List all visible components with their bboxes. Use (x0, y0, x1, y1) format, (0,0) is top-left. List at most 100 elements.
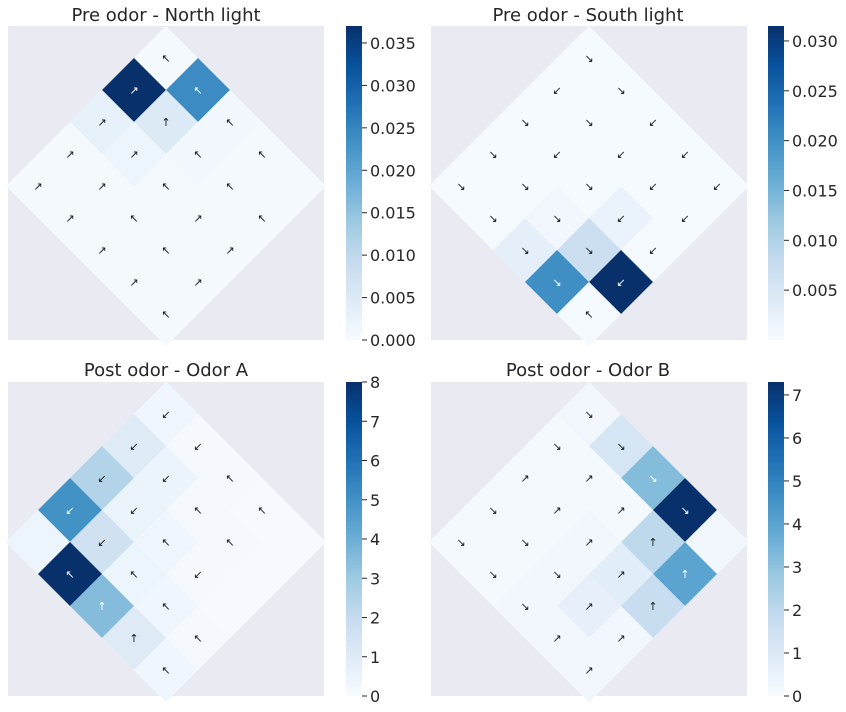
heatmap-cell (134, 638, 198, 702)
colorbar-tick-label: 6 (370, 452, 380, 471)
cell-arrow: ↙ (552, 148, 561, 161)
cell-arrow: ↘ (616, 440, 625, 453)
cell-arrow: ↗ (616, 504, 625, 517)
colorbar-tick-label: 0.010 (792, 231, 838, 250)
cell-arrow: ↖ (65, 568, 74, 581)
heatmap-panel-2: Pre odor - South light ↘ ↙ ↘ ↘ ↘ ↙ ↘ ↙ ↙ ↙ ↘ ↘ ↘ ↙ ↙ ↘ ↘ ↙… (429, 5, 838, 346)
cell-arrow: ↙ (648, 244, 657, 257)
colorbar-tick-label: 1 (792, 644, 802, 663)
colorbar-tick-label: 0.035 (370, 34, 416, 53)
chart-title: Pre odor - South light (492, 5, 683, 26)
colorbar-tick-label: 5 (792, 472, 802, 491)
cell-arrow: ↗ (584, 664, 593, 677)
cell-arrow: ↑ (129, 632, 138, 645)
cell-arrow: ↖ (161, 536, 170, 549)
cell-arrow: ↙ (616, 276, 625, 289)
cell-arrow: ↘ (488, 148, 497, 161)
colorbar-tick-label: 7 (370, 412, 380, 431)
heatmap-panel-4: Post odor - Odor B ↘ ↘ ↘ ↗ ↗ ↘ ↘ ↗ ↗ ↘ ↘ ↘ ↗ ↑ ↘ ↘ ↗ ↑ ↘ ↗ ↑ ↗… (429, 360, 802, 706)
cell-arrow: ↙ (712, 180, 721, 193)
cell-arrow: ↗ (584, 536, 593, 549)
colorbar-tick-label: 1 (370, 648, 380, 667)
cell-arrow: ↙ (97, 536, 106, 549)
colorbar-tick-label: 0.020 (370, 161, 416, 180)
cell-arrow: ↗ (193, 276, 202, 289)
cell-arrow: ↘ (456, 536, 465, 549)
cell-arrow: ↑ (680, 568, 689, 581)
colorbar-tick-label: 0.030 (370, 76, 416, 95)
cell-arrow: ↘ (488, 504, 497, 517)
colorbar (768, 26, 784, 340)
cell-arrow: ↘ (552, 568, 561, 581)
chart-title: Pre odor - North light (71, 5, 260, 26)
cell-arrow: ↘ (456, 180, 465, 193)
cell-arrow: ↖ (584, 308, 593, 321)
cell-arrow: ↙ (616, 212, 625, 225)
colorbar-tick-label: 0.030 (792, 32, 838, 51)
chart-title: Post odor - Odor A (84, 360, 249, 381)
cell-arrow: ↗ (552, 632, 561, 645)
cell-arrow: ↗ (552, 504, 561, 517)
colorbar-tick-label: 3 (370, 569, 380, 588)
cell-arrow: ↖ (225, 180, 234, 193)
colorbar-tick-label: 0.015 (792, 181, 838, 200)
cell-arrow: ↘ (680, 504, 689, 517)
cell-arrow: ↗ (616, 568, 625, 581)
cell-arrow: ↖ (161, 600, 170, 613)
cell-arrow: ↘ (552, 276, 561, 289)
cell-arrow: ↗ (129, 276, 138, 289)
cell-arrow: ↘ (520, 244, 529, 257)
cell-arrow: ↙ (129, 440, 138, 453)
cell-arrow: ↗ (65, 212, 74, 225)
cell-arrow: ↑ (648, 600, 657, 613)
cell-arrow: ↑ (97, 600, 106, 613)
colorbar-tick-label: 3 (792, 558, 802, 577)
cell-arrow: ↖ (129, 568, 138, 581)
cell-arrow: ↖ (193, 84, 202, 97)
colorbar-tick-label: 0 (792, 687, 802, 706)
cell-arrow: ↖ (257, 148, 266, 161)
cell-arrow: ↗ (129, 84, 138, 97)
colorbar-tick-label: 7 (792, 386, 802, 405)
cell-arrow: ↗ (225, 244, 234, 257)
cell-arrow: ↗ (584, 600, 593, 613)
colorbar-tick-label: 5 (370, 491, 380, 510)
cell-arrow: ↗ (65, 148, 74, 161)
cell-arrow: ↘ (520, 536, 529, 549)
heatmap-panel-3: Post odor - Odor A ↙ ↙ ↙ ↙ ↙ ↖ ↙ ↙ ↖ ↖ ↙ ↖ ↖ ↖ ↖ ↙ ↑ ↖ ↑ ↖ ↖ 0… (6, 360, 380, 706)
cell-arrow: ↘ (488, 568, 497, 581)
cell-arrow: ↖ (161, 244, 170, 257)
cell-arrow: ↑ (161, 116, 170, 129)
cell-arrow: ↖ (257, 504, 266, 517)
colorbar (346, 26, 362, 340)
cell-arrow: ↖ (161, 664, 170, 677)
cell-arrow: ↙ (161, 472, 170, 485)
cell-arrow: ↘ (520, 600, 529, 613)
cell-arrow: ↗ (33, 180, 42, 193)
cell-arrow: ↙ (161, 408, 170, 421)
colorbar-tick-label: 0 (370, 687, 380, 706)
cell-arrow: ↙ (552, 84, 561, 97)
cell-arrow: ↘ (584, 408, 593, 421)
cell-arrow: ↖ (161, 180, 170, 193)
heatmap-cell (557, 638, 621, 702)
cell-arrow: ↗ (97, 180, 106, 193)
cell-arrow: ↙ (616, 148, 625, 161)
cell-arrow: ↖ (161, 308, 170, 321)
cell-arrow: ↗ (616, 632, 625, 645)
cell-arrow: ↗ (129, 148, 138, 161)
cell-arrow: ↙ (65, 504, 74, 517)
chart-title: Post odor - Odor B (506, 360, 670, 381)
cell-arrow: ↖ (225, 536, 234, 549)
heatmap-cell (134, 282, 198, 346)
cell-arrow: ↖ (193, 632, 202, 645)
cell-arrow: ↖ (257, 212, 266, 225)
colorbar (768, 382, 784, 696)
cell-arrow: ↖ (193, 148, 202, 161)
cell-arrow: ↙ (193, 440, 202, 453)
cell-arrow: ↘ (616, 84, 625, 97)
colorbar-tick-label: 0.025 (792, 82, 838, 101)
cell-arrow: ↘ (584, 116, 593, 129)
colorbar (346, 382, 362, 696)
